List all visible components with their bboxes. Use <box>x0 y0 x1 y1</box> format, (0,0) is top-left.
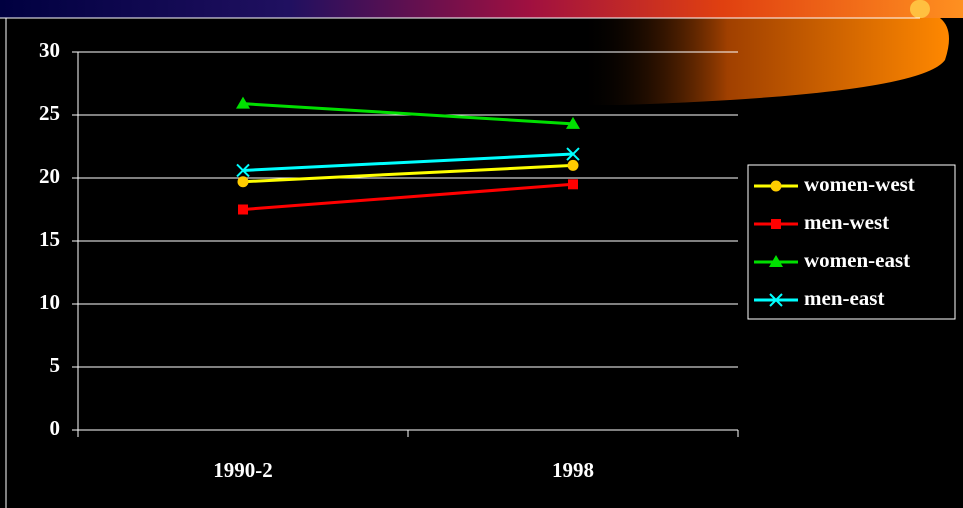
plot: 0 5 10 15 20 25 30 1990-2 1998 <box>39 38 739 482</box>
decor-highlight <box>910 0 930 18</box>
legend: women-west men-west women-east men-east <box>747 164 956 320</box>
marker <box>568 179 578 190</box>
marker <box>567 159 579 171</box>
series-line <box>242 182 574 211</box>
y-tick-label: 15 <box>39 227 60 251</box>
x-tick-label: 1990-2 <box>213 458 273 482</box>
legend-label: women-west <box>804 172 915 196</box>
title-bar <box>0 0 963 18</box>
marker <box>236 96 250 109</box>
series-line <box>242 102 574 126</box>
marker <box>237 176 249 188</box>
marker <box>566 116 580 129</box>
marker <box>769 255 783 267</box>
legend-label: men-east <box>804 286 884 310</box>
legend-label: women-east <box>804 248 910 272</box>
series-line <box>242 152 574 172</box>
marker <box>769 293 783 307</box>
y-tick-label: 0 <box>50 416 61 440</box>
y-tick-label: 20 <box>39 164 60 188</box>
legend-label: men-west <box>804 210 889 234</box>
marker <box>238 204 248 215</box>
y-tick-label: 30 <box>39 38 60 62</box>
series-line <box>242 163 574 184</box>
marker <box>771 219 781 229</box>
marker <box>770 180 782 192</box>
x-tick-label: 1998 <box>552 458 594 482</box>
y-tick-label: 25 <box>39 101 60 125</box>
y-tick-label: 10 <box>39 290 60 314</box>
marker <box>236 163 250 178</box>
y-tick-label: 5 <box>50 353 61 377</box>
marker <box>566 147 580 161</box>
decor-swoosh <box>580 18 949 105</box>
legend-box <box>747 164 956 320</box>
